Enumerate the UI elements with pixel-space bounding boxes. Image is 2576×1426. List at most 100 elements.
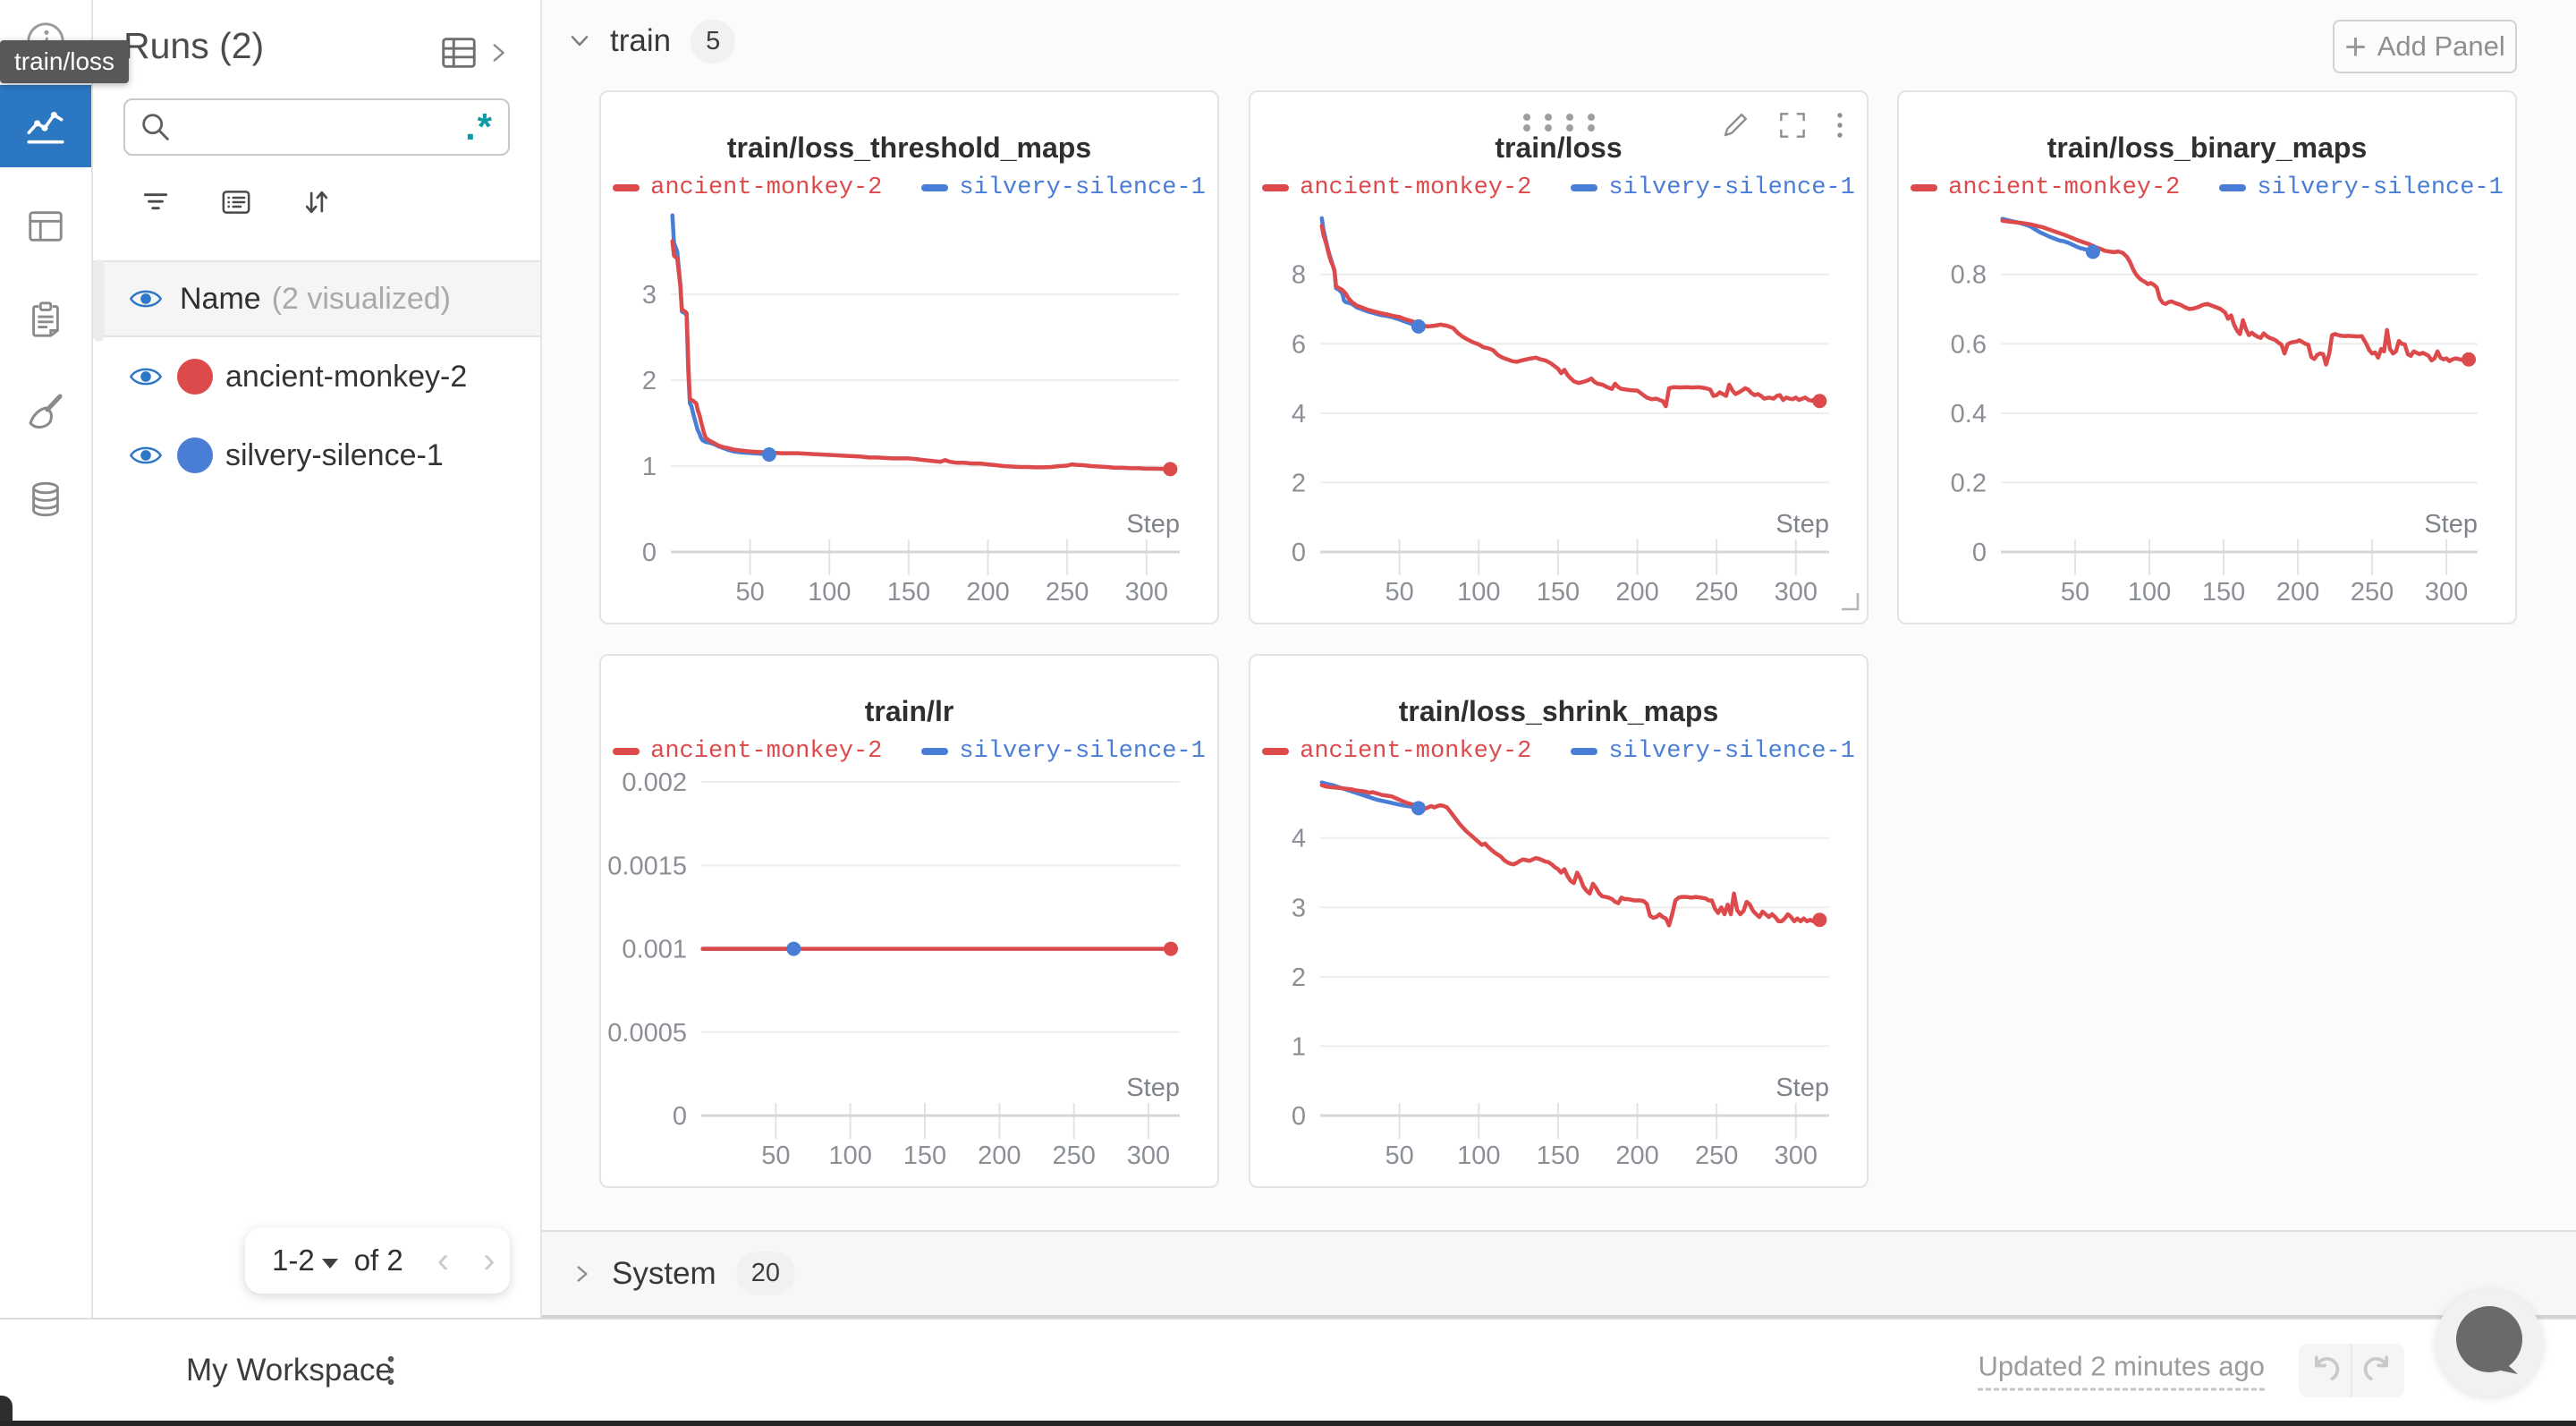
nav-rail (0, 0, 93, 1318)
runs-panel-title: Runs (2) (123, 25, 265, 66)
filter-button[interactable] (138, 184, 174, 220)
svg-text:150: 150 (2202, 578, 2245, 607)
chart-plot-area[interactable]: 0 0.2 0.4 0.6 0.8 50 100 150 200 250 300 Step (1899, 92, 2515, 623)
runs-search-input[interactable] (182, 111, 465, 143)
undo-button[interactable] (2299, 1344, 2351, 1397)
panel-legend: ancient-monkey-2 silvery-silence-1 (601, 174, 1217, 201)
panel-title: train/loss (1495, 132, 1623, 164)
drag-dots-icon (1522, 114, 1595, 132)
panel-drag-handle[interactable] (1250, 110, 1867, 137)
add-panel-button[interactable]: + Add Panel (2333, 20, 2517, 73)
run-color-dot[interactable] (177, 437, 213, 473)
legend-item[interactable]: silvery-silence-1 (1571, 738, 1855, 765)
runs-sidebar: Runs (2) .* (91, 0, 542, 1318)
runs-pagination: 1-2 of 2 ‹ › (245, 1227, 510, 1294)
svg-text:200: 200 (978, 1142, 1021, 1170)
chart-plot-area[interactable]: 0 2 4 6 8 50 100 150 200 250 300 Step (1250, 92, 1867, 623)
run-color-dot[interactable] (177, 359, 213, 395)
expand-runs-chevron[interactable] (483, 38, 513, 68)
panel-menu-button[interactable] (1833, 108, 1847, 142)
legend-dash-icon (1911, 184, 1938, 191)
page-range[interactable]: 1-2 (272, 1244, 315, 1277)
bottom-edge-strip (0, 1421, 2576, 1426)
page-size-caret-icon[interactable] (321, 1258, 338, 1269)
legend-item[interactable]: silvery-silence-1 (2219, 174, 2504, 201)
run-name[interactable]: silvery-silence-1 (225, 437, 444, 472)
legend-item[interactable]: ancient-monkey-2 (613, 174, 882, 201)
chart-panel-train-loss[interactable]: train/loss ancient-monkey-2 silvery-silenc… (1249, 90, 1868, 624)
legend-item[interactable]: ancient-monkey-2 (1911, 174, 2180, 201)
fullscreen-panel-button[interactable] (1775, 108, 1809, 142)
run-name[interactable]: ancient-monkey-2 (225, 359, 468, 394)
chart-plot-area[interactable]: 0 1 2 3 50 100 150 200 250 300 Step (601, 92, 1217, 623)
run-row[interactable]: silvery-silence-1 (91, 416, 540, 495)
panel-legend: ancient-monkey-2 silvery-silence-1 (1250, 174, 1867, 201)
clipboard-icon (32, 301, 59, 337)
legend-dash-icon (1262, 748, 1290, 755)
updated-timestamp[interactable]: Updated 2 minutes ago (1978, 1350, 2265, 1390)
run-visibility-toggle[interactable] (128, 359, 164, 395)
run-row[interactable]: ancient-monkey-2 (91, 337, 540, 416)
svg-text:50: 50 (1385, 578, 1413, 607)
sidebar-item-sweeps[interactable] (0, 371, 91, 454)
section-header-train[interactable]: train 5 (565, 0, 736, 82)
legend-dash-icon (1571, 748, 1598, 755)
group-button[interactable] (218, 184, 254, 220)
workspace-main: train 5 + Add Panel train/loss_threshold… (540, 0, 2576, 1318)
run-visibility-toggle[interactable] (128, 437, 164, 473)
panel-resize-handle[interactable] (1840, 591, 1860, 615)
add-panel-label: Add Panel (2377, 30, 2505, 62)
svg-text:250: 250 (1695, 1142, 1738, 1170)
legend-item[interactable]: silvery-silence-1 (921, 738, 1206, 765)
runs-scrollbar-thumb[interactable] (93, 259, 105, 342)
svg-text:100: 100 (1457, 578, 1500, 607)
regex-toggle-button[interactable]: .* (464, 106, 494, 148)
svg-text:0.001: 0.001 (622, 936, 687, 964)
brush-icon (29, 394, 63, 429)
sort-button[interactable] (299, 184, 335, 220)
kebab-icon (1837, 113, 1843, 138)
panel-legend: ancient-monkey-2 silvery-silence-1 (1250, 738, 1867, 765)
chart-plot-area[interactable]: 0 0.0005 0.001 0.0015 0.002 50 100 150 200 250 300… (601, 656, 1217, 1186)
legend-item[interactable]: silvery-silence-1 (921, 174, 1206, 201)
svg-text:Step: Step (1126, 510, 1180, 539)
svg-text:0: 0 (642, 539, 657, 567)
svg-text:0.0005: 0.0005 (607, 1019, 687, 1048)
svg-text:0.8: 0.8 (1951, 261, 1987, 290)
chat-help-button[interactable] (2436, 1289, 2543, 1396)
panel-legend: ancient-monkey-2 silvery-silence-1 (601, 738, 1217, 765)
redo-icon (2363, 1355, 2388, 1380)
section-header-system[interactable]: System 20 (540, 1230, 2576, 1318)
redo-button[interactable] (2351, 1343, 2404, 1397)
edit-panel-button[interactable] (1718, 108, 1752, 142)
sidebar-item-table[interactable] (0, 185, 91, 267)
workspace-menu-button[interactable] (376, 1351, 406, 1390)
svg-text:Step: Step (1775, 1074, 1829, 1102)
legend-item[interactable]: ancient-monkey-2 (613, 738, 882, 765)
chart-panel-train-loss-threshold-maps[interactable]: train/loss_threshold_maps ancient-monkey-… (599, 90, 1219, 624)
svg-text:50: 50 (1385, 1142, 1413, 1170)
svg-text:100: 100 (2128, 578, 2171, 607)
svg-text:4: 4 (1292, 825, 1306, 853)
eye-icon (129, 446, 163, 464)
legend-item[interactable]: ancient-monkey-2 (1262, 738, 1531, 765)
sidebar-item-logs[interactable] (0, 277, 91, 360)
chart-plot-area[interactable]: 0 1 2 3 4 50 100 150 200 250 300 Step (1250, 656, 1867, 1186)
runs-table-icon (442, 38, 476, 68)
svg-text:50: 50 (761, 1142, 790, 1170)
chevron-right-icon (493, 44, 504, 62)
chart-panel-train-loss-binary-maps[interactable]: train/loss_binary_maps ancient-monkey-2 si… (1897, 90, 2517, 624)
sidebar-item-artifacts[interactable] (0, 458, 91, 540)
toggle-all-visibility-button[interactable] (128, 281, 164, 317)
legend-item[interactable]: ancient-monkey-2 (1262, 174, 1531, 201)
svg-text:150: 150 (1537, 1142, 1580, 1170)
chart-panel-train-loss-shrink-maps[interactable]: train/loss_shrink_maps ancient-monkey-2 si… (1249, 654, 1868, 1188)
runs-table-toggle-button[interactable] (438, 32, 479, 73)
legend-dash-icon (2219, 184, 2247, 191)
eye-icon (129, 290, 163, 308)
legend-item[interactable]: silvery-silence-1 (1571, 174, 1855, 201)
legend-run-name: silvery-silence-1 (1608, 174, 1855, 201)
sidebar-item-charts-active[interactable] (0, 85, 91, 167)
svg-text:1: 1 (642, 453, 657, 481)
chart-panel-train-lr[interactable]: train/lr ancient-monkey-2 silvery-silence-… (599, 654, 1219, 1188)
